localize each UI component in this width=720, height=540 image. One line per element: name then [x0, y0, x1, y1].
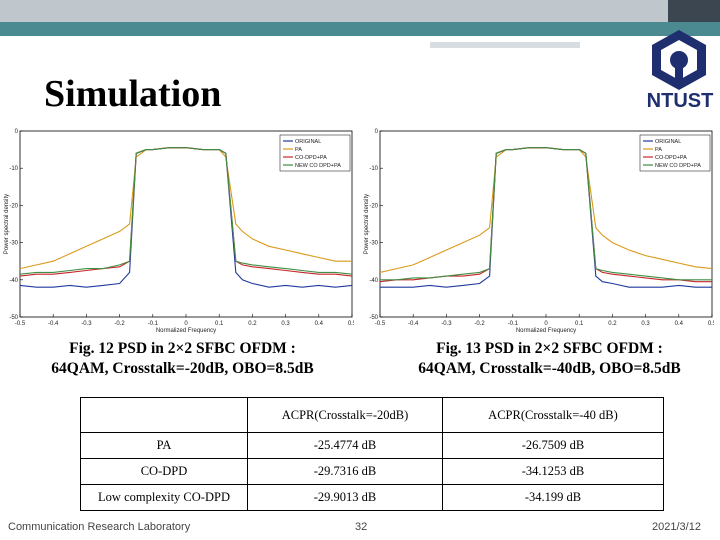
psd-chart-fig12: -0.5 -0.4 -0.3 -0.2 -0.1 0 0.1 0.2 0.3 0.4 0.5 0 -10… — [2, 125, 354, 337]
figure-caption-12: Fig. 12 PSD in 2×2 SFBC OFDM : 64QAM, Cr… — [20, 339, 345, 379]
footer-lab-name: Communication Research Laboratory — [8, 521, 191, 533]
x-tick-label: -0.3 — [441, 321, 452, 327]
x-tick-label: 0.3 — [281, 321, 290, 327]
y-tick-label: -10 — [9, 166, 18, 172]
x-tick-label: 0.1 — [215, 321, 224, 327]
acpr-table: ACPR(Crosstalk=-20dB) ACPR(Crosstalk=-40… — [80, 397, 664, 511]
psd-chart-fig13: -0.5 -0.4 -0.3 -0.2 -0.1 0 0.1 0.2 0.3 0.4 0.5 0 -10… — [362, 125, 714, 337]
x-tick-label: 0.2 — [248, 321, 257, 327]
table-cell: -25.4774 dB — [247, 432, 443, 459]
x-axis-label: Normalized Frequency — [156, 328, 216, 334]
table-row: PA -25.4774 dB -26.7509 dB — [80, 432, 664, 459]
x-tick-label: 0.4 — [675, 321, 684, 327]
caption-line: 64QAM, Crosstalk=-40dB, OBO=8.5dB — [418, 360, 681, 377]
x-tick-label: 0.4 — [315, 321, 324, 327]
figure-caption-13: Fig. 13 PSD in 2×2 SFBC OFDM : 64QAM, Cr… — [382, 339, 717, 379]
table-header-row: ACPR(Crosstalk=-20dB) ACPR(Crosstalk=-40… — [80, 397, 664, 433]
y-tick-label: -40 — [9, 278, 18, 284]
table-header-cell: ACPR(Crosstalk=-40 dB) — [442, 397, 664, 433]
x-tick-label: -0.5 — [375, 321, 386, 327]
legend-label: PA — [295, 147, 302, 153]
psd-chart-fig12-plot: -0.5 -0.4 -0.3 -0.2 -0.1 0 0.1 0.2 0.3 0.4 0.5 0 -10… — [4, 129, 354, 334]
table-cell: Low complexity CO-DPD — [80, 484, 248, 511]
table-cell: -26.7509 dB — [442, 432, 664, 459]
x-tick-label: 0.5 — [708, 321, 714, 327]
x-tick-label: 0 — [184, 321, 188, 327]
table-row: Low complexity CO-DPD -29.9013 dB -34.19… — [80, 484, 664, 511]
x-tick-label: -0.2 — [474, 321, 485, 327]
y-tick-label: -40 — [369, 278, 378, 284]
y-tick-label: -50 — [9, 315, 18, 321]
x-axis-label: Normalized Frequency — [516, 328, 576, 334]
table-header-cell: ACPR(Crosstalk=-20dB) — [247, 397, 443, 433]
y-axis-label: Power spectral density — [364, 194, 370, 254]
legend-label: NEW CO DPD+PA — [655, 163, 701, 169]
header-underline-bar — [430, 42, 580, 48]
slide-title: Simulation — [44, 73, 222, 115]
caption-line: Fig. 12 PSD in 2×2 SFBC OFDM : — [69, 340, 296, 357]
x-tick-label: -0.5 — [15, 321, 26, 327]
table-cell: -34.199 dB — [442, 484, 664, 511]
table-cell: CO-DPD — [80, 458, 248, 485]
series-line — [380, 147, 712, 281]
y-tick-label: -10 — [369, 166, 378, 172]
table-cell: PA — [80, 432, 248, 459]
x-tick-label: -0.2 — [114, 321, 125, 327]
x-tick-label: -0.1 — [508, 321, 519, 327]
x-tick-label: 0.2 — [608, 321, 617, 327]
legend-label: CO-DPD+PA — [295, 155, 327, 161]
table-cell: -34.1253 dB — [442, 458, 664, 485]
header-accent-box — [668, 0, 720, 22]
y-tick-label: -20 — [9, 203, 18, 209]
logo-text: NTUST — [646, 90, 714, 112]
x-tick-label: 0 — [544, 321, 548, 327]
legend-label: NEW CO DPD+PA — [295, 163, 341, 169]
x-tick-label: 0.3 — [641, 321, 650, 327]
x-tick-label: -0.4 — [48, 321, 59, 327]
series-line — [19, 147, 353, 275]
legend-label: PA — [655, 147, 662, 153]
y-axis-label: Power spectral density — [4, 194, 10, 254]
header-band — [0, 0, 720, 22]
y-tick-label: -30 — [369, 241, 378, 247]
table-header-cell — [80, 397, 248, 433]
legend-label: CO-DPD+PA — [655, 155, 687, 161]
footer-date: 2021/3/12 — [652, 521, 701, 533]
y-tick-label: 0 — [375, 129, 379, 135]
caption-line: Fig. 13 PSD in 2×2 SFBC OFDM : — [436, 340, 663, 357]
y-tick-label: 0 — [15, 129, 19, 135]
y-tick-label: -30 — [9, 241, 18, 247]
y-tick-label: -20 — [369, 203, 378, 209]
table-row: CO-DPD -29.7316 dB -34.1253 dB — [80, 458, 664, 485]
x-tick-label: 0.1 — [575, 321, 584, 327]
table-cell: -29.9013 dB — [247, 484, 443, 511]
header-stripe — [0, 22, 720, 36]
table-cell: -29.7316 dB — [247, 458, 443, 485]
y-tick-label: -50 — [369, 315, 378, 321]
footer-page-number: 32 — [355, 521, 368, 533]
x-tick-label: -0.3 — [81, 321, 92, 327]
legend-label: ORIGINAL — [295, 139, 321, 145]
caption-line: 64QAM, Crosstalk=-20dB, OBO=8.5dB — [51, 360, 314, 377]
x-tick-label: -0.1 — [148, 321, 159, 327]
x-tick-label: -0.4 — [408, 321, 419, 327]
psd-chart-fig13-plot: -0.5 -0.4 -0.3 -0.2 -0.1 0 0.1 0.2 0.3 0.4 0.5 0 -10… — [364, 129, 714, 334]
legend-label: ORIGINAL — [655, 139, 681, 145]
x-tick-label: 0.5 — [348, 321, 354, 327]
ntust-logo-icon — [652, 30, 706, 90]
